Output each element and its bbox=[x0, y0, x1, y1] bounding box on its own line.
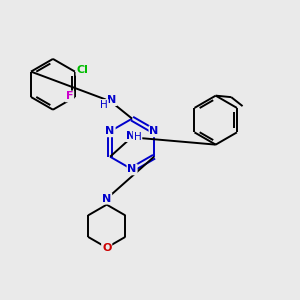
Text: N: N bbox=[102, 194, 111, 204]
Text: N: N bbox=[128, 164, 137, 174]
Text: H: H bbox=[100, 100, 108, 110]
Text: N: N bbox=[107, 95, 116, 105]
Text: F: F bbox=[66, 92, 73, 101]
Text: N: N bbox=[126, 131, 135, 141]
Text: N: N bbox=[149, 126, 159, 136]
Text: Cl: Cl bbox=[76, 65, 88, 75]
Text: N: N bbox=[106, 126, 115, 136]
Text: H: H bbox=[134, 132, 141, 142]
Text: O: O bbox=[102, 243, 111, 253]
